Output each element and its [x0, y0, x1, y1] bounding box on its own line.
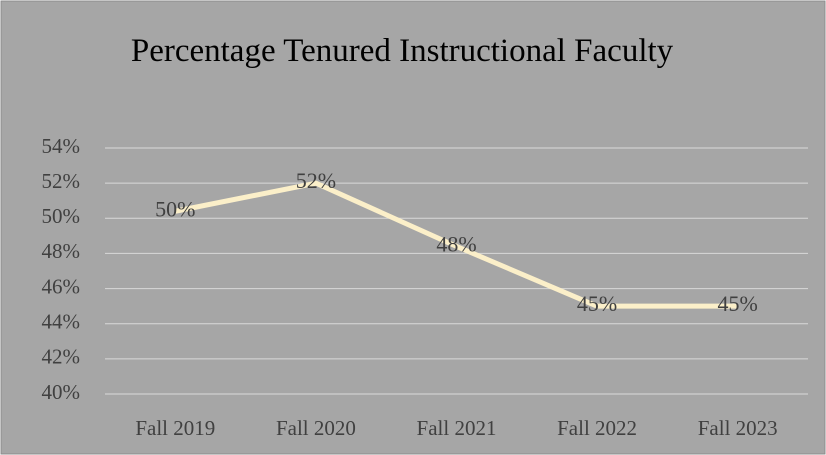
data-label: 45%	[718, 291, 758, 316]
data-label: 45%	[577, 291, 617, 316]
data-label: 48%	[436, 231, 476, 256]
x-tick-label: Fall 2022	[557, 416, 637, 440]
y-tick-label: 50%	[42, 204, 81, 228]
x-tick-label: Fall 2020	[276, 416, 356, 440]
x-tick-label: Fall 2021	[417, 416, 497, 440]
y-tick-label: 42%	[42, 345, 81, 369]
y-tick-label: 44%	[42, 310, 81, 334]
y-tick-label: 48%	[42, 239, 81, 263]
y-tick-label: 46%	[42, 274, 81, 298]
line	[174, 180, 738, 309]
data-label: 50%	[155, 196, 195, 221]
x-tick-label: Fall 2019	[135, 416, 215, 440]
x-tick-label: Fall 2023	[698, 416, 778, 440]
data-label: 52%	[296, 168, 336, 193]
y-tick-label: 40%	[42, 380, 81, 404]
chart-title: Percentage Tenured Instructional Faculty	[130, 33, 674, 69]
y-tick-label: 54%	[42, 134, 81, 158]
y-tick-label: 52%	[42, 169, 81, 193]
